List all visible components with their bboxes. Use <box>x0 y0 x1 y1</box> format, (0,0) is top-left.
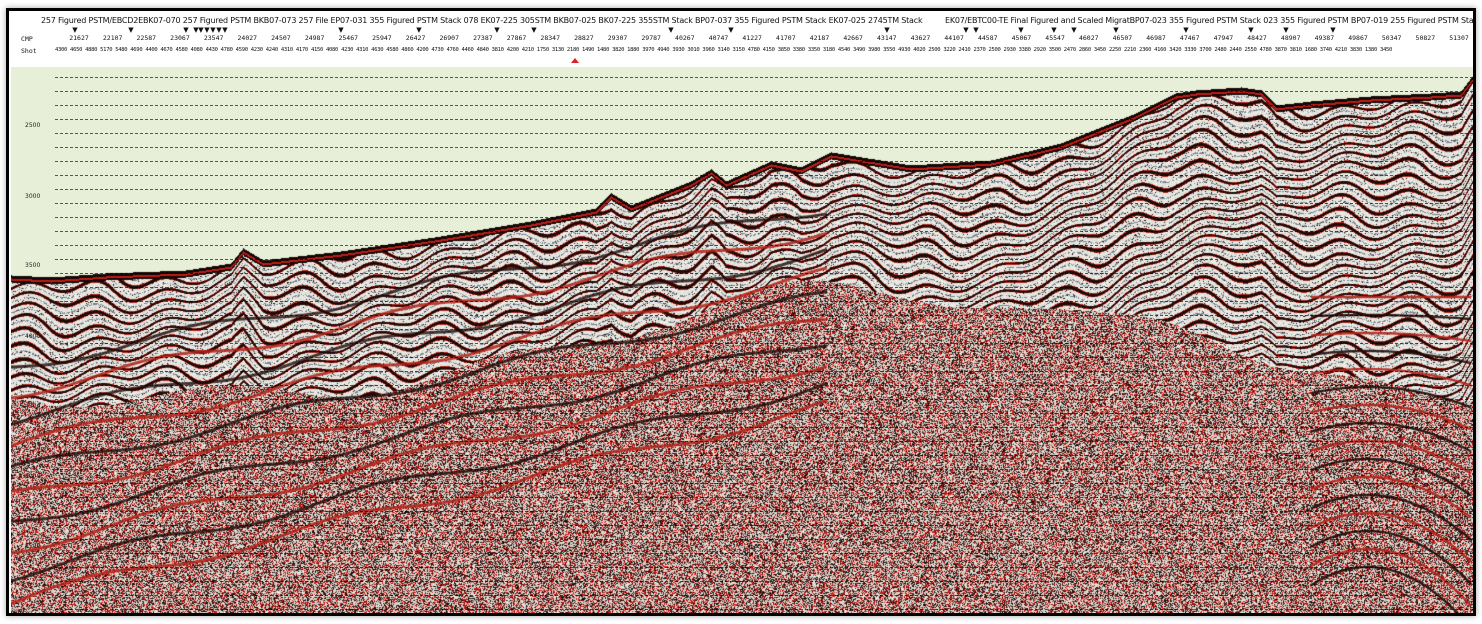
cmp-marker-icon: ▼ <box>1248 26 1254 34</box>
cmp-tick-label: 29787 <box>641 34 661 42</box>
cmp-tick-label: 48427 <box>1247 34 1267 42</box>
position-marker-icon <box>571 58 579 63</box>
section-header: 257 Figured PSTM/EBCD2EBK07-070 257 Figu… <box>11 11 1473 67</box>
cmp-tick-label: 45067 <box>1011 34 1032 42</box>
cmp-tick-label: 24987 <box>304 34 325 42</box>
cmp-tick-label: 24507 <box>271 34 291 42</box>
cmp-tick-label: 28347 <box>540 34 561 42</box>
time-axis-label: 5000 <box>25 473 41 480</box>
cmp-tick-label: 43147 <box>877 34 897 42</box>
cmp-marker-icon: ▼ <box>338 26 344 34</box>
cmp-tick-label: 23547 <box>203 34 224 42</box>
cmp-tick-label: 29307 <box>607 34 628 42</box>
seismic-plot: 25003000350040004500500055006000 <box>11 67 1473 613</box>
cmp-marker-icon: ▼ <box>531 26 537 34</box>
cmp-marker-icon: ▼ <box>1183 26 1189 34</box>
cmp-tick-label: 49387 <box>1314 34 1335 42</box>
time-axis-label: 4000 <box>25 333 41 340</box>
line-title-left: 257 Figured PSTM/EBCD2EBK07-070 257 Figu… <box>41 16 923 25</box>
cmp-tick-label: 27387 <box>473 34 493 42</box>
cmp-tick-label: 40747 <box>708 34 729 42</box>
cmp-marker-icon: ▼ <box>1071 26 1077 34</box>
time-axis-label: 4500 <box>25 403 41 410</box>
time-axis-label: 2500 <box>25 122 41 129</box>
cmp-marker-icon: ▼ <box>416 26 422 34</box>
cmp-tick-label: 25947 <box>372 34 392 42</box>
cmp-label: CMP <box>21 35 33 43</box>
cmp-marker-icon: ▼ <box>1283 26 1289 34</box>
cmp-tick-label: 22107 <box>102 34 123 42</box>
cmp-tick-label: 42667 <box>843 34 863 42</box>
cmp-tick-label: 48907 <box>1280 34 1301 42</box>
cmp-tick-label: 24027 <box>237 34 258 42</box>
cmp-tick-label: 46027 <box>1078 34 1099 42</box>
seismic-section-frame: 257 Figured PSTM/EBCD2EBK07-070 257 Figu… <box>6 8 1476 616</box>
cmp-marker-icon: ▼ <box>183 26 189 34</box>
cmp-marker-icon: ▼ <box>72 26 78 34</box>
cmp-marker-icon: ▼ <box>128 26 134 34</box>
cmp-marker-icon: ▼ <box>198 26 204 34</box>
cmp-tick-label: 21627 <box>69 34 89 42</box>
cmp-marker-icon: ▼ <box>204 26 210 34</box>
cmp-tick-label: 27867 <box>506 34 527 42</box>
cmp-marker-icon: ▼ <box>973 26 979 34</box>
cmp-marker-icon: ▼ <box>1018 26 1024 34</box>
cmp-marker-icon: ▼ <box>222 26 228 34</box>
cmp-tick-label: 43627 <box>910 34 931 42</box>
time-axis-label: 3500 <box>25 262 41 269</box>
cmp-marker-icon: ▼ <box>668 26 674 34</box>
cmp-marker-icon: ▼ <box>963 26 969 34</box>
cmp-tick-label: 47947 <box>1213 34 1234 42</box>
cmp-tick-label: 50827 <box>1415 34 1436 42</box>
cmp-marker-icon: ▼ <box>216 26 222 34</box>
shot-number-row: 4300 4650 4880 5170 5480 4690 4400 4670 … <box>55 47 1393 53</box>
cmp-tick-label: 49867 <box>1348 34 1368 42</box>
cmp-marker-icon: ▼ <box>210 26 216 34</box>
cmp-marker-icon: ▼ <box>1051 26 1057 34</box>
cmp-marker-icon: ▼ <box>1330 26 1336 34</box>
cmp-marker-icon: ▼ <box>884 26 890 34</box>
line-title-right: EK07/EBTC00-TE Final Figured and Scaled … <box>945 16 1473 25</box>
cmp-tick-label: 45547 <box>1045 34 1065 42</box>
cmp-tick-label: 26427 <box>405 34 426 42</box>
cmp-tick-label: 26907 <box>439 34 460 42</box>
cmp-tick-label: 40267 <box>675 34 695 42</box>
cmp-tick-label: 25467 <box>338 34 359 42</box>
cmp-tick-label: 51307 <box>1449 34 1469 42</box>
cmp-tick-label: 46987 <box>1146 34 1166 42</box>
cmp-marker-icon: ▼ <box>193 26 199 34</box>
cmp-tick-label: 47467 <box>1179 34 1200 42</box>
cmp-tick-label: 23067 <box>170 34 190 42</box>
time-gridlines <box>55 77 1473 610</box>
cmp-marker-icon: ▼ <box>494 26 500 34</box>
cmp-tick-label: 22587 <box>136 34 157 42</box>
cmp-tick-label: 41707 <box>776 34 796 42</box>
time-axis-label: 5500 <box>25 543 41 550</box>
cmp-tick-label: 41227 <box>742 34 762 42</box>
seismic-traces-canvas <box>11 67 1473 613</box>
time-axis-label: 3000 <box>25 193 41 200</box>
cmp-marker-icon: ▼ <box>1113 26 1119 34</box>
cmp-tick-label: 50347 <box>1381 34 1402 42</box>
cmp-tick-label: 28827 <box>574 34 594 42</box>
cmp-tick-label: 46507 <box>1112 34 1133 42</box>
cmp-tick-label: 44107 <box>944 34 964 42</box>
cmp-marker-icon: ▼ <box>728 26 734 34</box>
cmp-tick-label: 44587 <box>977 34 998 42</box>
shot-label: Shot <box>21 47 37 55</box>
cmp-tick-label: 42187 <box>809 34 830 42</box>
